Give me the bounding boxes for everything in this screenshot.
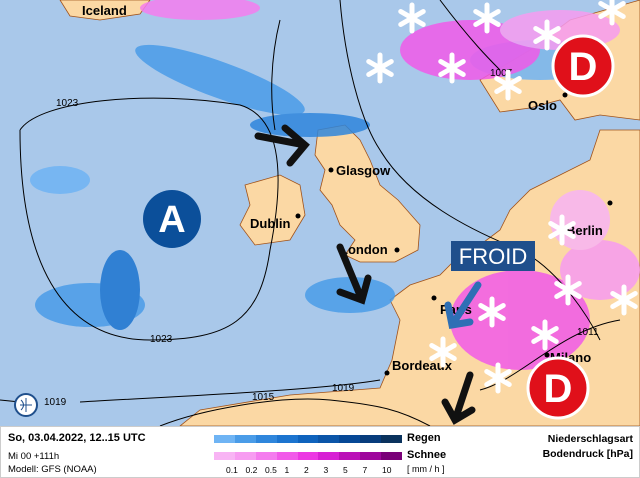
snowflake-icon [438, 52, 466, 84]
snow-color-swatch [214, 452, 235, 460]
city-glasgow: Glasgow [336, 163, 391, 178]
globe-logo-icon [14, 393, 38, 417]
snowflake-icon [554, 274, 582, 306]
snowflake-icon [610, 284, 638, 316]
snow-color-swatch [318, 452, 340, 460]
rain-color-swatch [276, 435, 298, 443]
great-britain [314, 124, 421, 263]
rain-color-scale [214, 435, 403, 443]
rain-color-swatch [339, 435, 361, 443]
cities: Iceland Glasgow Dublin London Berlin Par… [82, 3, 613, 376]
isobar-label: 1023 [56, 98, 79, 109]
low-pressure-center: D [526, 356, 590, 420]
weather-map: 1023 1023 1019 1019 1015 1011 1007 Icela… [0, 0, 640, 426]
rain-color-swatch [360, 435, 382, 443]
arrow-icon [441, 371, 476, 425]
model-name: Modell: GFS (NOAA) [8, 464, 97, 475]
rain-color-swatch [255, 435, 277, 443]
arrow-icon [254, 124, 310, 167]
scale-tick: 10 [382, 465, 392, 475]
label-iceland: Iceland [82, 3, 127, 18]
scale-tick: 0.1 [226, 465, 238, 475]
arrow-icon [444, 281, 482, 330]
isobar-label: 1019 [44, 397, 67, 408]
snowflake-icon [429, 336, 457, 368]
scale-tick: 2 [304, 465, 309, 475]
snow-color-swatch [234, 452, 256, 460]
scale-tick: 3 [323, 465, 329, 475]
scale-tick: 0.5 [265, 465, 277, 475]
snowflake-icon [478, 296, 506, 328]
snow-label: Schnee [407, 449, 447, 461]
isobar-label: 1023 [150, 334, 173, 345]
snow-color-swatch [360, 452, 382, 460]
unit-label: [ mm / h ] [407, 464, 445, 474]
legend-title-pressure: Bodendruck [hPa] [542, 448, 633, 460]
snowflake-icon [484, 362, 512, 394]
snowflake-icon [531, 319, 559, 351]
isobar-label: 1007 [490, 68, 513, 79]
city-oslo: Oslo [528, 98, 557, 113]
wind-arrows [254, 124, 482, 425]
ireland [239, 174, 306, 246]
rain-color-swatch [297, 435, 319, 443]
isobar-label: 1015 [252, 392, 275, 403]
svg-text:FROID: FROID [459, 244, 527, 269]
snowflake-icon [398, 2, 426, 34]
city-bordeaux: Bordeaux [392, 358, 453, 373]
snowflake-icon [598, 0, 626, 26]
snowflake-icon [366, 52, 394, 84]
rain-color-swatch [234, 435, 256, 443]
svg-text:D: D [569, 45, 598, 89]
iceland [59, 0, 151, 21]
legend-title-precip: Niederschlagsart [547, 433, 633, 445]
scale-tick: 5 [343, 465, 348, 475]
snow-color-swatch [255, 452, 277, 460]
isobar-label: 1019 [332, 383, 355, 394]
arrow-icon [336, 243, 372, 305]
snow-color-swatch [339, 452, 361, 460]
scale-tick: 0.2 [245, 465, 258, 475]
rain-color-swatch [214, 435, 235, 443]
snowflake-icon [473, 2, 501, 34]
scale-tick: 7 [362, 465, 368, 475]
low-pressure-center: D [551, 34, 615, 98]
svg-text:D: D [544, 367, 573, 411]
legend-footer: So, 03.04.2022, 12..15 UTC Mi 00 +111h M… [0, 426, 640, 478]
snow-color-swatch [297, 452, 319, 460]
scale-tick: 1 [284, 465, 290, 475]
snowflake-icons [366, 0, 638, 394]
froid-label: FROID [451, 241, 535, 271]
rain-label: Regen [407, 432, 441, 444]
snow-color-scale [214, 452, 403, 460]
model-run: Mi 00 +111h [8, 451, 60, 462]
isobar-labels: 1023 1023 1019 1019 1015 1011 1007 [44, 68, 599, 408]
valid-time: So, 03.04.2022, 12..15 UTC [8, 432, 146, 444]
snow-color-swatch [276, 452, 298, 460]
snowflake-icon [494, 69, 522, 101]
city-london: London [340, 242, 388, 257]
rain-color-swatch [381, 435, 403, 443]
city-dublin: Dublin [250, 216, 290, 231]
snowflake-icon [533, 19, 561, 51]
city-berlin: Berlin [566, 223, 603, 238]
rain-color-swatch [318, 435, 340, 443]
high-pressure-center: A [143, 190, 201, 248]
isobar-label: 1011 [577, 327, 599, 338]
svg-text:A: A [158, 199, 185, 241]
snowflake-icon [548, 214, 576, 246]
snow-color-swatch [381, 452, 403, 460]
